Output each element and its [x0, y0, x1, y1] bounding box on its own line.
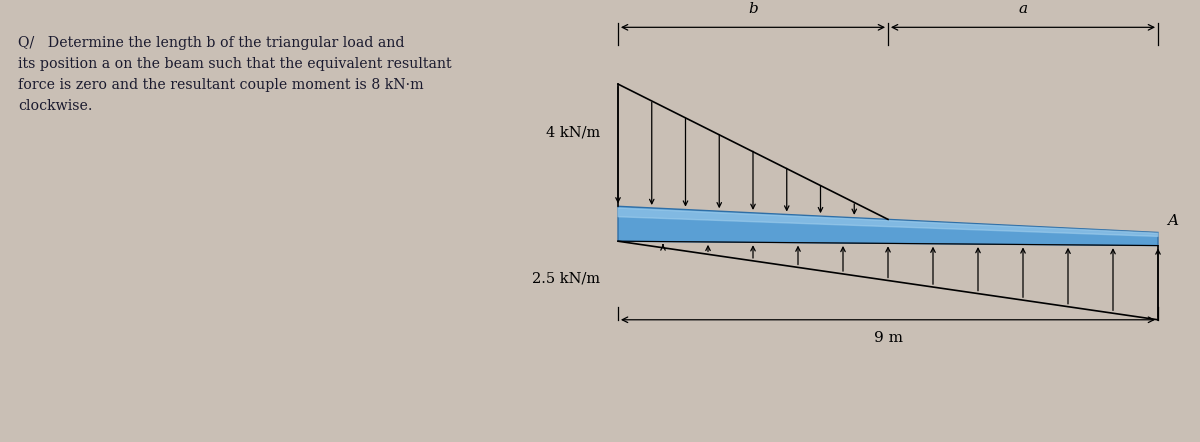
Text: A: A	[1168, 214, 1178, 228]
Text: 9 m: 9 m	[874, 331, 902, 345]
Text: 2.5 kN/m: 2.5 kN/m	[532, 271, 600, 285]
Polygon shape	[618, 206, 1158, 246]
Text: 4 kN/m: 4 kN/m	[546, 125, 600, 139]
Text: a: a	[1019, 2, 1027, 16]
Polygon shape	[618, 208, 1158, 236]
Text: Q/   Determine the length b of the triangular load and
its position a on the bea: Q/ Determine the length b of the triangu…	[18, 36, 451, 114]
Text: b: b	[748, 2, 758, 16]
